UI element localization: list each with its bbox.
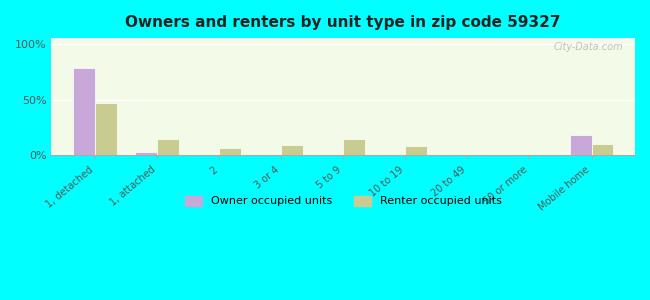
- Bar: [219, 148, 240, 155]
- Bar: [95, 103, 116, 155]
- Bar: [343, 139, 365, 155]
- Bar: [157, 139, 179, 155]
- Bar: [592, 144, 613, 155]
- Bar: [570, 135, 592, 155]
- Bar: [73, 68, 95, 155]
- Bar: [135, 152, 157, 155]
- Bar: [281, 146, 303, 155]
- Legend: Owner occupied units, Renter occupied units: Owner occupied units, Renter occupied un…: [181, 191, 506, 211]
- Title: Owners and renters by unit type in zip code 59327: Owners and renters by unit type in zip c…: [125, 15, 561, 30]
- Bar: [406, 146, 427, 155]
- Text: City-Data.com: City-Data.com: [554, 42, 623, 52]
